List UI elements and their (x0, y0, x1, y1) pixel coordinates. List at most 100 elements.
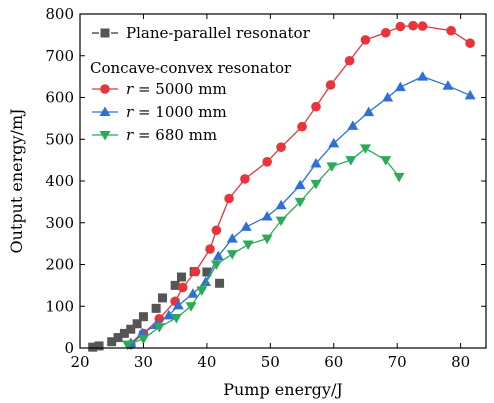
data-point (132, 319, 142, 329)
series-3 (122, 144, 405, 351)
x-tick-label: 50 (261, 353, 280, 371)
legend-label-var: r (126, 126, 134, 144)
data-point (310, 179, 322, 190)
data-point (382, 92, 394, 102)
data-point (177, 272, 186, 282)
legend-marker (99, 131, 111, 141)
data-point (417, 71, 429, 81)
x-axis-title: Pump energy/J (223, 380, 343, 399)
legend-entry: r = 680 mm (92, 126, 217, 144)
x-tick-label: 80 (451, 353, 470, 371)
data-point (242, 240, 254, 250)
data-point (345, 156, 357, 166)
legend-label: r = 680 mm (126, 126, 217, 144)
data-point (157, 293, 167, 303)
data-point (138, 312, 148, 322)
data-point (380, 156, 392, 166)
data-point (311, 101, 321, 112)
data-point (177, 282, 188, 293)
data-point (408, 20, 418, 31)
data-point (172, 299, 184, 310)
legend-marker (100, 84, 110, 94)
y-tick-label: 100 (45, 297, 74, 315)
data-point (205, 244, 215, 254)
data-point (202, 267, 212, 277)
legend-label-rest: = 5000 mm (133, 80, 227, 98)
data-point (417, 21, 428, 31)
data-point (261, 210, 273, 221)
data-point (380, 27, 391, 38)
data-point (393, 172, 405, 183)
data-point (325, 80, 336, 90)
legend-marker (99, 106, 111, 116)
x-tick-label: 70 (388, 353, 407, 371)
data-point (224, 193, 234, 204)
legend-marker (100, 28, 110, 38)
data-point (275, 216, 287, 227)
legend-entry: r = 1000 mm (92, 103, 227, 121)
data-point (262, 156, 272, 167)
data-point (297, 121, 307, 132)
legend-label: r = 5000 mm (126, 80, 227, 98)
data-point (151, 303, 161, 313)
plot-marks (88, 20, 476, 352)
data-point (442, 80, 454, 90)
data-point (113, 333, 123, 343)
x-tick-label: 30 (134, 353, 153, 371)
data-point (395, 21, 406, 32)
y-tick-label: 400 (45, 172, 74, 190)
data-point (190, 266, 201, 277)
legend-group-title: Concave-convex resonator (90, 59, 292, 77)
data-point (212, 250, 224, 261)
legend-label: Plane-parallel resonator (126, 24, 311, 42)
data-point (347, 120, 359, 130)
legend-entry: r = 5000 mm (92, 80, 227, 98)
data-point (170, 313, 182, 324)
legend-label: r = 1000 mm (126, 103, 227, 121)
y-tick-label: 600 (45, 89, 74, 107)
x-tick-label: 40 (197, 353, 216, 371)
data-point (94, 341, 104, 351)
data-point (446, 25, 456, 36)
series-0 (88, 267, 225, 352)
data-point (328, 137, 340, 148)
data-point (137, 334, 149, 345)
data-point (119, 328, 129, 338)
legend-label-var: r (126, 103, 134, 121)
data-point (170, 280, 180, 290)
y-tick-label: 500 (45, 130, 74, 148)
data-point (464, 89, 476, 100)
x-axis-ticks: 20 30 40 50 60 70 80 (70, 14, 470, 371)
x-tick-label: 60 (324, 353, 343, 371)
y-axis-title: Output energy/mJ (7, 108, 26, 253)
legend-entry: Plane-parallel resonator (92, 24, 311, 42)
data-point (185, 302, 197, 312)
data-point (226, 250, 238, 260)
data-point (359, 144, 371, 154)
y-tick-label: 200 (45, 256, 74, 274)
data-point (360, 35, 371, 45)
data-point (122, 340, 134, 351)
data-point (196, 286, 208, 296)
y-tick-label: 800 (45, 5, 74, 23)
data-point (153, 323, 165, 333)
data-point (107, 337, 117, 347)
data-point (126, 324, 136, 334)
legend-label-rest: = 680 mm (133, 126, 217, 144)
data-point (394, 81, 406, 92)
legend: Plane-parallel resonator Concave-convex r… (90, 24, 311, 144)
data-point (240, 174, 250, 184)
data-point (326, 162, 338, 172)
y-tick-label: 700 (45, 47, 74, 65)
data-point (226, 233, 238, 243)
data-point (294, 197, 306, 208)
series-line (130, 75, 471, 344)
data-point (88, 342, 98, 352)
data-point (215, 278, 225, 288)
data-point (275, 199, 287, 210)
data-point (210, 260, 222, 270)
data-point (240, 221, 252, 231)
data-point (465, 38, 475, 49)
y-tick-label: 300 (45, 214, 74, 232)
